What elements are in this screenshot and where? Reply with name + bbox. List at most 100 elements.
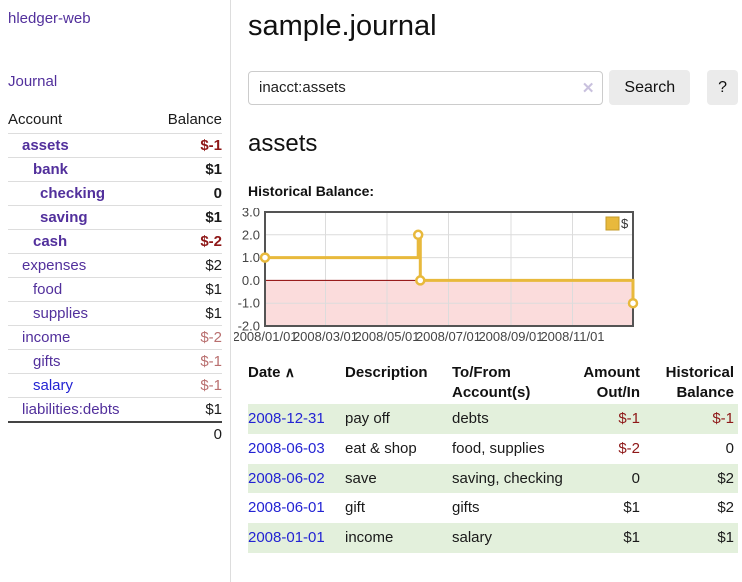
register-header-row: Date ∧ Description To/From Account(s) Amount… [248,361,738,404]
account-link-assets[interactable]: assets [22,137,69,154]
transaction-row: 2008-12-31 pay off debts $-1 $-1 [248,404,738,434]
x-axis-label: 2008/05/01 [354,329,419,344]
account-cell: assets [8,133,152,158]
y-axis-label: 1.0 [242,250,260,265]
transaction-amount: $-2 [618,439,640,457]
account-link-liabilities:debts[interactable]: liabilities:debts [22,401,120,418]
transaction-accounts: gifts [452,499,480,517]
y-axis-label: 0.0 [242,273,260,288]
accounts-table: Account Balance assets $-1 bank $1 checking 0… [8,107,222,446]
account-row: income $-2 [8,325,222,350]
account-balance: 0 [152,181,222,206]
account-row: checking 0 [8,181,222,206]
transaction-row: 2008-01-01 income salary $1 $1 [248,523,738,553]
account-balance: $2 [152,253,222,278]
account-row: salary $-1 [8,373,222,398]
balance-chart: $3.0 2.0 1.0 0.0 -1.0 -2.02008/01/012008/03/0… [234,208,639,344]
account-link-bank[interactable]: bank [33,161,69,178]
data-point-marker [412,229,424,241]
account-cell: food [8,277,152,302]
x-axis-label: 2008/11/01 [540,329,604,344]
transaction-balance: $1 [717,529,734,546]
sort-ascending-icon: ∧ [284,364,295,380]
account-balance: $-2 [152,229,222,254]
transaction-date-link[interactable]: 2008-06-03 [248,439,325,457]
x-axis-label: 2008/09/01 [478,329,543,344]
transaction-date-link[interactable]: 2008-06-02 [248,469,325,487]
register-table: Date ∧ Description To/From Account(s) Amount… [248,361,738,553]
accounts-col-balance: Balance [167,111,222,128]
account-link-saving[interactable]: saving [40,209,88,226]
account-cell: income [8,325,152,350]
transaction-balance: $-1 [712,410,734,427]
data-point-marker [627,297,639,309]
account-balance: $1 [152,277,222,302]
transaction-description: income [345,529,394,546]
account-cell: cash [8,229,152,254]
account-row: gifts $-1 [8,349,222,374]
account-cell: bank [8,157,152,182]
help-button[interactable]: ? [707,70,738,105]
transaction-balance: $2 [717,499,734,517]
account-row: expenses $2 [8,253,222,278]
account-row: cash $-2 [8,229,222,254]
chart-title: Historical Balance: [248,183,375,199]
account-link-cash[interactable]: cash [33,233,68,250]
transaction-accounts: debts [452,410,489,427]
account-link-checking[interactable]: checking [40,185,106,202]
account-row: assets $-1 [8,133,222,158]
account-balance: $1 [152,397,222,422]
data-point-marker [415,275,426,286]
account-link-supplies[interactable]: supplies [33,305,89,322]
transaction-balance: $2 [717,469,734,487]
transaction-date-link[interactable]: 2008-01-01 [248,529,325,546]
account-row: food $1 [8,277,222,302]
account-link-income[interactable]: income [22,329,71,346]
account-link-food[interactable]: food [33,281,63,298]
transaction-row: 2008-06-01 gift gifts $1 $2 [248,493,738,523]
y-axis-label: -1.0 [238,296,260,311]
sidebar-item-journal[interactable]: Journal [8,73,58,90]
y-axis-label: 2.0 [242,227,260,242]
account-balance: $-2 [152,325,222,350]
account-balance: $1 [152,301,222,326]
account-link-salary[interactable]: salary [33,377,74,394]
transaction-date-link[interactable]: 2008-06-01 [248,499,325,517]
register-col-date[interactable]: Date ∧ [248,364,295,381]
legend-label: $ [621,216,629,231]
account-link-expenses[interactable]: expenses [22,257,87,274]
account-link-gifts[interactable]: gifts [33,353,61,370]
search-button[interactable]: Search [609,70,691,105]
app-title-link[interactable]: hledger-web [8,10,91,27]
register-col-historical: Historical Balance [665,364,734,401]
transaction-description: eat & shop [345,439,417,457]
transaction-balance: 0 [725,439,734,457]
main-content: sample.journal ✕ Search ? assets Histori… [231,0,742,582]
transaction-row: 2008-06-03 eat & shop food, supplies $-2 0 [248,434,738,464]
accounts-total-value: 0 [152,421,222,446]
x-axis-label: 2008/07/01 [416,329,481,344]
transaction-accounts: saving, checking [452,469,563,487]
page-title: sample.journal [248,10,437,42]
transaction-amount: $1 [623,499,640,517]
data-point-marker [259,252,271,263]
register-table-body: 2008-12-31 pay off debts $-1 $-1 2008-06-03 ea… [248,404,738,553]
transaction-date-link[interactable]: 2008-12-31 [248,410,325,427]
account-cell: checking [8,181,152,206]
transaction-accounts: salary [452,529,493,546]
search-input[interactable] [248,70,604,105]
account-balance: $-1 [152,349,222,374]
register-col-description: Description [345,364,428,381]
account-cell: liabilities:debts [8,397,152,422]
legend-swatch [605,216,620,231]
accounts-table-body: assets $-1 bank $1 checking 0 saving $1 cash $-2 e… [8,133,222,422]
account-row: saving $1 [8,205,222,230]
accounts-col-account: Account [8,111,63,128]
transaction-accounts: food, supplies [452,439,545,457]
clear-search-icon[interactable]: ✕ [581,79,595,97]
account-cell: saving [8,205,152,230]
plot-border [264,211,634,327]
search-box: ✕ [248,70,604,105]
account-cell: gifts [8,349,152,374]
transaction-date-cell: 2008-06-03 [248,434,345,464]
